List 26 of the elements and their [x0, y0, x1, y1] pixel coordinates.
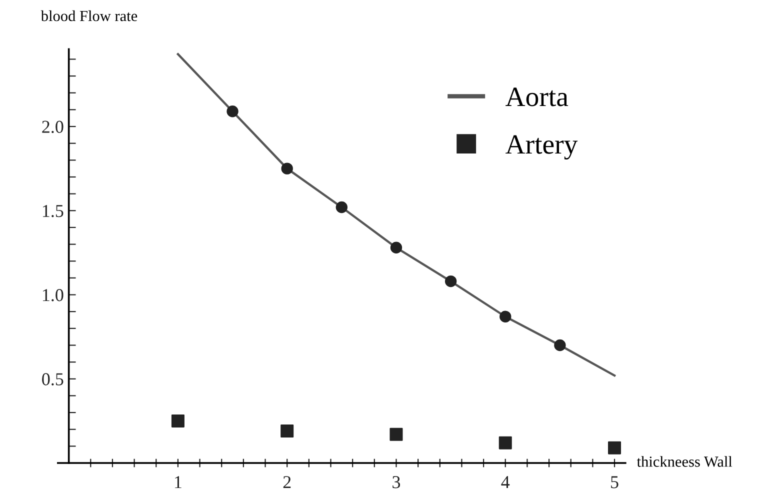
point: [390, 428, 403, 441]
x-tick-label: 4: [501, 476, 510, 488]
y-tick-label: 1.0: [42, 289, 64, 302]
point: [498, 436, 512, 450]
point: [281, 162, 293, 174]
point: [336, 201, 348, 214]
point: [444, 275, 457, 288]
y-tick-label: 2.0: [42, 120, 64, 134]
point: [390, 242, 402, 254]
point: [554, 339, 566, 352]
point: [500, 310, 512, 322]
legend-label: Artery: [506, 135, 578, 160]
y-tick-label: 0.5: [42, 373, 64, 386]
x-tick-label: 1: [175, 476, 182, 488]
line-series: [176, 53, 616, 377]
point: [608, 441, 622, 454]
x-tick-label: 5: [611, 476, 618, 488]
x-tick-label: 2: [283, 476, 291, 488]
legend-label: Aorta: [506, 88, 568, 106]
point: [171, 414, 184, 428]
y-tick-label: 1.5: [42, 204, 64, 218]
x-tick-label: 3: [392, 476, 400, 488]
point: [280, 424, 294, 438]
x-axis-title: thickneess Wall: [636, 456, 732, 467]
point: [226, 106, 238, 118]
y-axis-title: blood Flow rate: [40, 10, 138, 22]
